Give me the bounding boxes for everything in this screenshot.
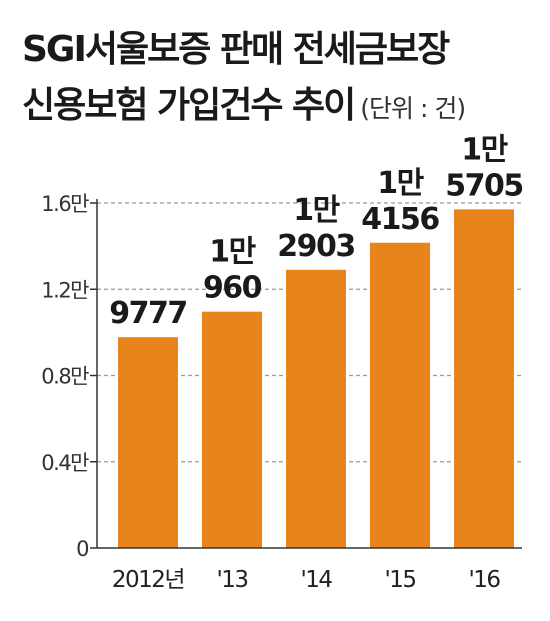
data-label-1-0: 1만 xyxy=(209,235,256,270)
y-tick-label-2: 0.8만 xyxy=(41,365,89,389)
data-label-3-0: 1만 xyxy=(377,166,424,201)
data-label-2-0: 1만 xyxy=(293,193,340,228)
x-tick-label-4: '16 xyxy=(468,567,500,593)
y-tick-label-4: 1.6만 xyxy=(41,192,89,216)
data-label-0-0: 9777 xyxy=(109,296,187,331)
unit-note: (단위 : 건) xyxy=(360,94,466,123)
y-tick-label-0: 0 xyxy=(76,537,88,561)
x-tick-label-1: '13 xyxy=(216,567,247,593)
x-tick-label-2: '14 xyxy=(300,567,332,593)
chart-title-line-2: 신용보험 가입건수 추이 (단위 : 건) xyxy=(22,76,466,128)
bar-2 xyxy=(286,269,346,548)
y-tick-label-3: 1.2만 xyxy=(41,278,89,302)
data-label-4-0: 1만 xyxy=(461,132,508,167)
bar-0 xyxy=(118,337,178,548)
x-tick-label-3: '15 xyxy=(384,567,415,593)
bar-4 xyxy=(454,209,514,548)
data-label-3-1: 4156 xyxy=(361,202,439,237)
chart-title-line-2-text: 신용보험 가입건수 추이 xyxy=(22,85,356,126)
bar-3 xyxy=(370,242,430,549)
y-tick-label-1: 0.4만 xyxy=(41,451,89,475)
chart-title-line-1: SGI서울보증 판매 전세금보장 xyxy=(22,29,450,70)
bar-1 xyxy=(202,311,262,548)
data-label-4-1: 5705 xyxy=(445,168,523,203)
data-label-2-1: 2903 xyxy=(277,229,355,264)
data-label-1-1: 960 xyxy=(203,271,262,306)
x-tick-label-0: 2012년 xyxy=(112,567,184,593)
